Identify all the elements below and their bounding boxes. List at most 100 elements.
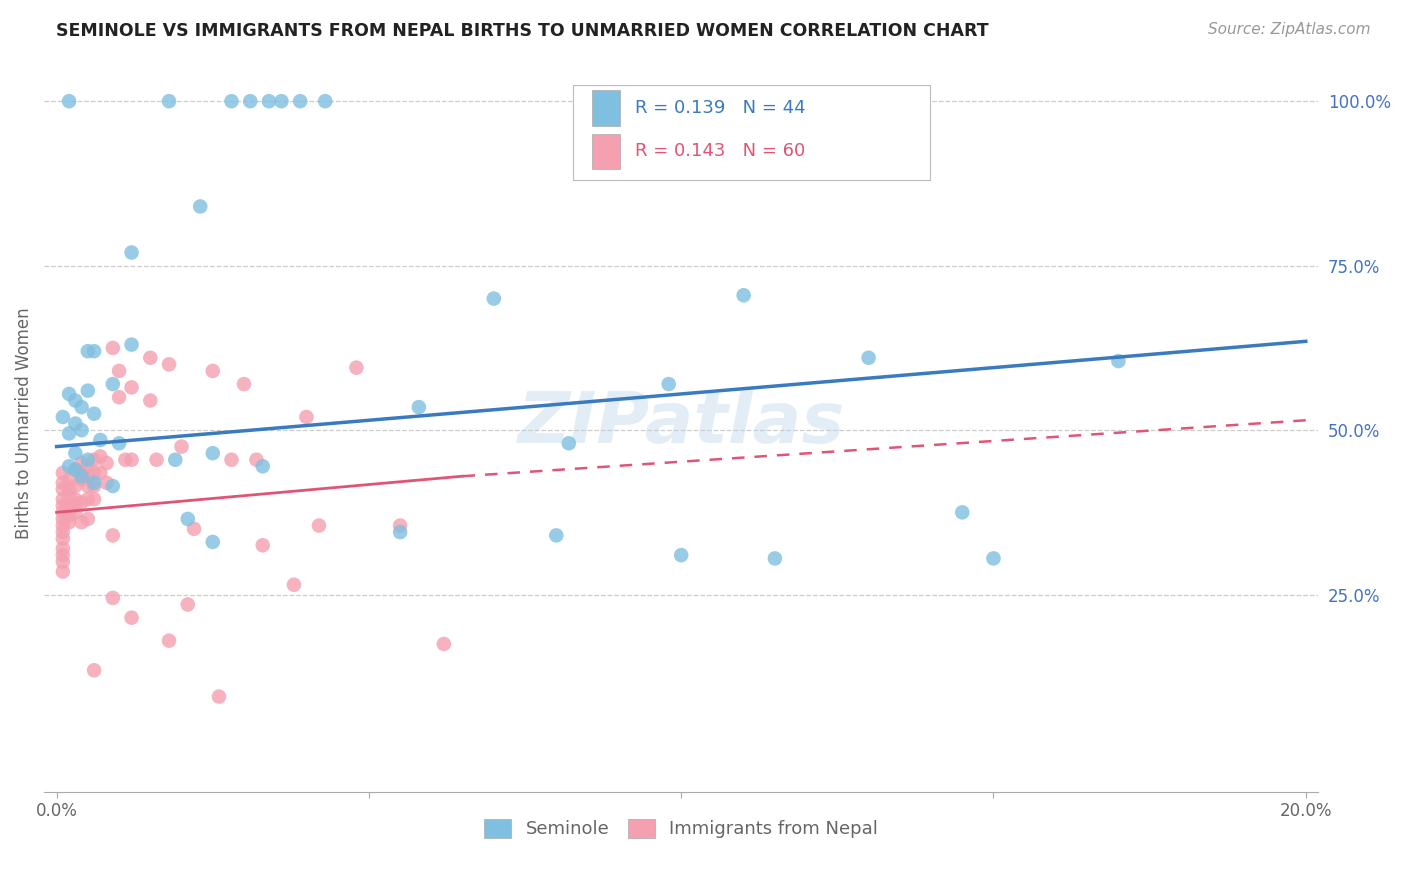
Point	[65, 499, 87, 513]
Point	[52, 565, 75, 579]
Point	[89, 450, 111, 464]
Point	[763, 551, 786, 566]
Point	[52, 409, 75, 424]
Point	[70, 473, 93, 487]
Point	[52, 483, 75, 497]
Point	[233, 377, 256, 392]
Point	[83, 492, 105, 507]
Point	[101, 341, 124, 355]
Text: ZIPatlas: ZIPatlas	[517, 389, 845, 458]
Point	[89, 466, 111, 480]
Point	[239, 94, 262, 108]
Point	[950, 505, 973, 519]
Point	[108, 390, 131, 404]
Point	[108, 364, 131, 378]
Point	[408, 400, 430, 414]
Point	[52, 532, 75, 546]
Point	[257, 94, 280, 108]
Point	[58, 426, 80, 441]
Point	[70, 456, 93, 470]
Point	[121, 337, 143, 351]
Point	[65, 446, 87, 460]
Point	[669, 548, 692, 562]
Point	[108, 436, 131, 450]
Point	[121, 610, 143, 624]
Point	[52, 475, 75, 490]
Point	[170, 440, 193, 454]
Point	[65, 417, 87, 431]
Point	[58, 459, 80, 474]
Point	[1107, 354, 1129, 368]
Point	[389, 525, 412, 540]
Point	[157, 94, 180, 108]
Point	[65, 462, 87, 476]
Point	[52, 505, 75, 519]
Point	[201, 446, 224, 460]
Point	[983, 551, 1005, 566]
Point	[52, 518, 75, 533]
Point	[139, 351, 162, 365]
Point	[76, 469, 98, 483]
Point	[344, 360, 367, 375]
Point	[290, 94, 312, 108]
Point	[70, 469, 93, 483]
Bar	[592, 134, 620, 169]
Point	[101, 591, 124, 605]
Point	[58, 387, 80, 401]
Point	[308, 518, 330, 533]
Point	[52, 525, 75, 540]
Point	[52, 466, 75, 480]
Point	[70, 423, 93, 437]
Point	[658, 377, 681, 392]
Text: Source: ZipAtlas.com: Source: ZipAtlas.com	[1208, 22, 1371, 37]
Bar	[572, 85, 929, 180]
Point	[314, 94, 336, 108]
Point	[101, 479, 124, 493]
Text: R = 0.139   N = 44: R = 0.139 N = 44	[636, 99, 806, 117]
Point	[83, 344, 105, 359]
Point	[165, 452, 187, 467]
Point	[70, 495, 93, 509]
Point	[96, 456, 118, 470]
Point	[183, 522, 205, 536]
Point	[201, 364, 224, 378]
Point	[76, 459, 98, 474]
Point	[65, 462, 87, 476]
Point	[482, 292, 505, 306]
Point	[52, 548, 75, 562]
Point	[83, 452, 105, 467]
Point	[733, 288, 755, 302]
Point	[858, 351, 880, 365]
Point	[83, 479, 105, 493]
Bar	[592, 90, 620, 126]
Point	[52, 512, 75, 526]
Point	[546, 528, 568, 542]
Point	[157, 357, 180, 371]
Point	[83, 663, 105, 677]
Point	[221, 94, 243, 108]
Point	[177, 512, 200, 526]
Point	[58, 508, 80, 523]
Point	[101, 377, 124, 392]
Point	[295, 409, 318, 424]
Point	[58, 489, 80, 503]
Point	[76, 384, 98, 398]
Text: SEMINOLE VS IMMIGRANTS FROM NEPAL BIRTHS TO UNMARRIED WOMEN CORRELATION CHART: SEMINOLE VS IMMIGRANTS FROM NEPAL BIRTHS…	[56, 22, 988, 40]
Point	[188, 199, 211, 213]
Point	[177, 598, 200, 612]
Point	[83, 475, 105, 490]
Point	[558, 436, 581, 450]
Point	[76, 492, 98, 507]
Legend: Seminole, Immigrants from Nepal: Seminole, Immigrants from Nepal	[477, 812, 886, 846]
Point	[52, 541, 75, 556]
Point	[52, 499, 75, 513]
Point	[252, 538, 274, 552]
Point	[283, 578, 305, 592]
Point	[245, 452, 267, 467]
Point	[83, 466, 105, 480]
Point	[58, 515, 80, 529]
Point	[58, 483, 80, 497]
Point	[221, 452, 243, 467]
Point	[70, 466, 93, 480]
Point	[145, 452, 167, 467]
